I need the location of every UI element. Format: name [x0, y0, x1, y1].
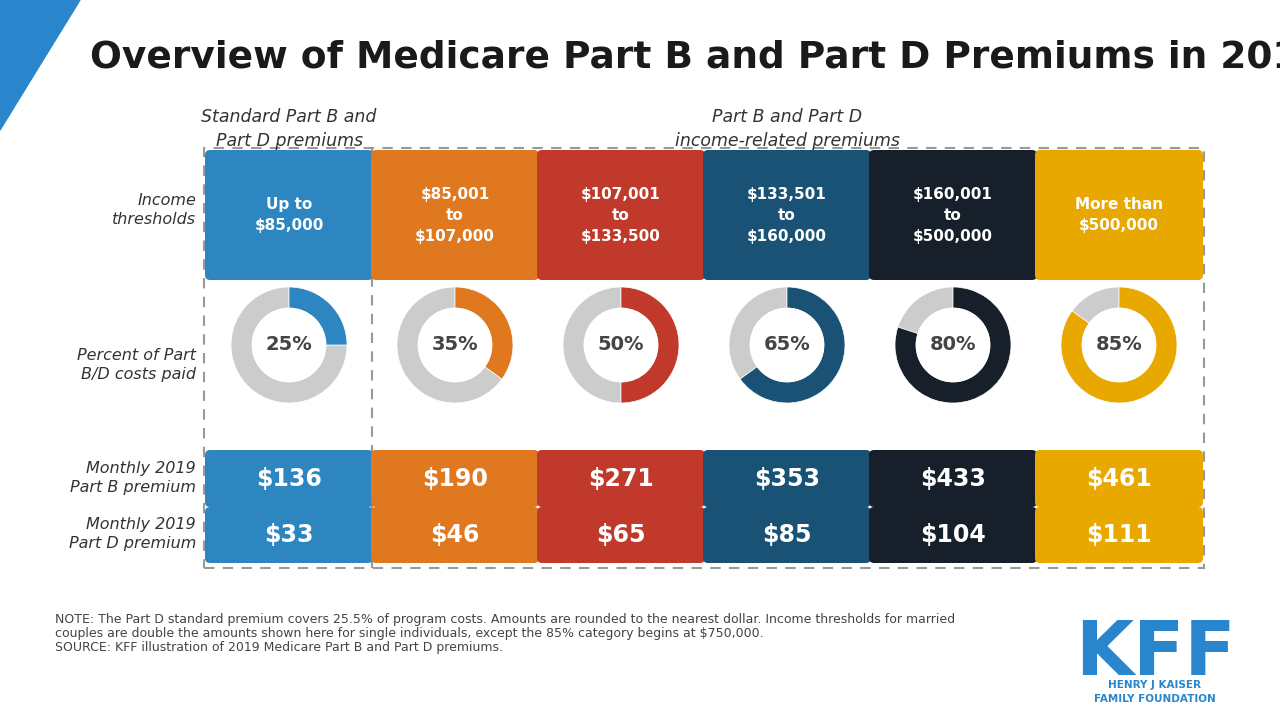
Text: SOURCE: KFF illustration of 2019 Medicare Part B and Part D premiums.: SOURCE: KFF illustration of 2019 Medicar…	[55, 641, 503, 654]
Circle shape	[585, 308, 658, 382]
Text: $65: $65	[596, 523, 645, 547]
Text: Income
thresholds: Income thresholds	[111, 192, 196, 228]
Text: HENRY J KAISER
FAMILY FOUNDATION: HENRY J KAISER FAMILY FOUNDATION	[1094, 680, 1216, 704]
Text: 80%: 80%	[929, 336, 977, 354]
FancyBboxPatch shape	[371, 150, 539, 280]
Circle shape	[916, 308, 989, 382]
Wedge shape	[621, 287, 678, 403]
Text: 25%: 25%	[266, 336, 312, 354]
FancyBboxPatch shape	[869, 450, 1037, 507]
Text: Up to
$85,000: Up to $85,000	[255, 197, 324, 233]
Text: 35%: 35%	[431, 336, 479, 354]
Text: $461: $461	[1087, 467, 1152, 490]
Wedge shape	[397, 287, 502, 403]
Bar	[204, 148, 1204, 568]
FancyBboxPatch shape	[1036, 150, 1203, 280]
Text: Percent of Part
B/D costs paid: Percent of Part B/D costs paid	[77, 348, 196, 382]
Text: KFF: KFF	[1075, 618, 1235, 691]
FancyBboxPatch shape	[869, 150, 1037, 280]
Wedge shape	[1073, 287, 1119, 323]
Text: $107,001
to
$133,500: $107,001 to $133,500	[581, 186, 660, 243]
Text: Part B and Part D
income-related premiums: Part B and Part D income-related premium…	[675, 108, 900, 150]
Wedge shape	[289, 287, 347, 345]
FancyBboxPatch shape	[703, 450, 870, 507]
FancyBboxPatch shape	[538, 507, 705, 563]
Circle shape	[419, 308, 492, 382]
FancyBboxPatch shape	[1036, 507, 1203, 563]
FancyBboxPatch shape	[205, 150, 372, 280]
Text: $190: $190	[422, 467, 488, 490]
Text: $85,001
to
$107,000: $85,001 to $107,000	[415, 186, 495, 243]
FancyBboxPatch shape	[1036, 450, 1203, 507]
Wedge shape	[454, 287, 513, 379]
FancyBboxPatch shape	[703, 150, 870, 280]
FancyBboxPatch shape	[205, 450, 372, 507]
Text: $160,001
to
$500,000: $160,001 to $500,000	[913, 186, 993, 243]
FancyBboxPatch shape	[703, 507, 870, 563]
Wedge shape	[230, 287, 347, 403]
Circle shape	[1083, 308, 1156, 382]
Text: $433: $433	[920, 467, 986, 490]
FancyBboxPatch shape	[538, 450, 705, 507]
Text: 50%: 50%	[598, 336, 644, 354]
Text: $46: $46	[430, 523, 480, 547]
Text: 65%: 65%	[764, 336, 810, 354]
Text: $136: $136	[256, 467, 323, 490]
Text: $271: $271	[588, 467, 654, 490]
Wedge shape	[895, 287, 1011, 403]
FancyBboxPatch shape	[869, 507, 1037, 563]
FancyBboxPatch shape	[205, 507, 372, 563]
Text: $353: $353	[754, 467, 820, 490]
Circle shape	[750, 308, 823, 382]
Text: Standard Part B and
Part D premiums: Standard Part B and Part D premiums	[201, 108, 376, 150]
Text: $85: $85	[763, 523, 812, 547]
Text: $111: $111	[1087, 523, 1152, 547]
Text: $133,501
to
$160,000: $133,501 to $160,000	[748, 186, 827, 243]
FancyBboxPatch shape	[371, 507, 539, 563]
Wedge shape	[1061, 287, 1178, 403]
Text: More than
$500,000: More than $500,000	[1075, 197, 1164, 233]
Polygon shape	[0, 0, 79, 130]
Wedge shape	[563, 287, 621, 403]
Text: Overview of Medicare Part B and Part D Premiums in 2019: Overview of Medicare Part B and Part D P…	[90, 40, 1280, 76]
Text: 85%: 85%	[1096, 336, 1142, 354]
FancyBboxPatch shape	[371, 450, 539, 507]
Wedge shape	[730, 287, 787, 379]
Text: $104: $104	[920, 523, 986, 547]
Text: $33: $33	[264, 523, 314, 547]
Circle shape	[252, 308, 325, 382]
Text: Monthly 2019
Part D premium: Monthly 2019 Part D premium	[69, 517, 196, 552]
Wedge shape	[740, 287, 845, 403]
Text: couples are double the amounts shown here for single individuals, except the 85%: couples are double the amounts shown her…	[55, 627, 764, 640]
Wedge shape	[897, 287, 954, 333]
Text: Monthly 2019
Part B premium: Monthly 2019 Part B premium	[70, 461, 196, 495]
FancyBboxPatch shape	[538, 150, 705, 280]
Text: NOTE: The Part D standard premium covers 25.5% of program costs. Amounts are rou: NOTE: The Part D standard premium covers…	[55, 613, 955, 626]
